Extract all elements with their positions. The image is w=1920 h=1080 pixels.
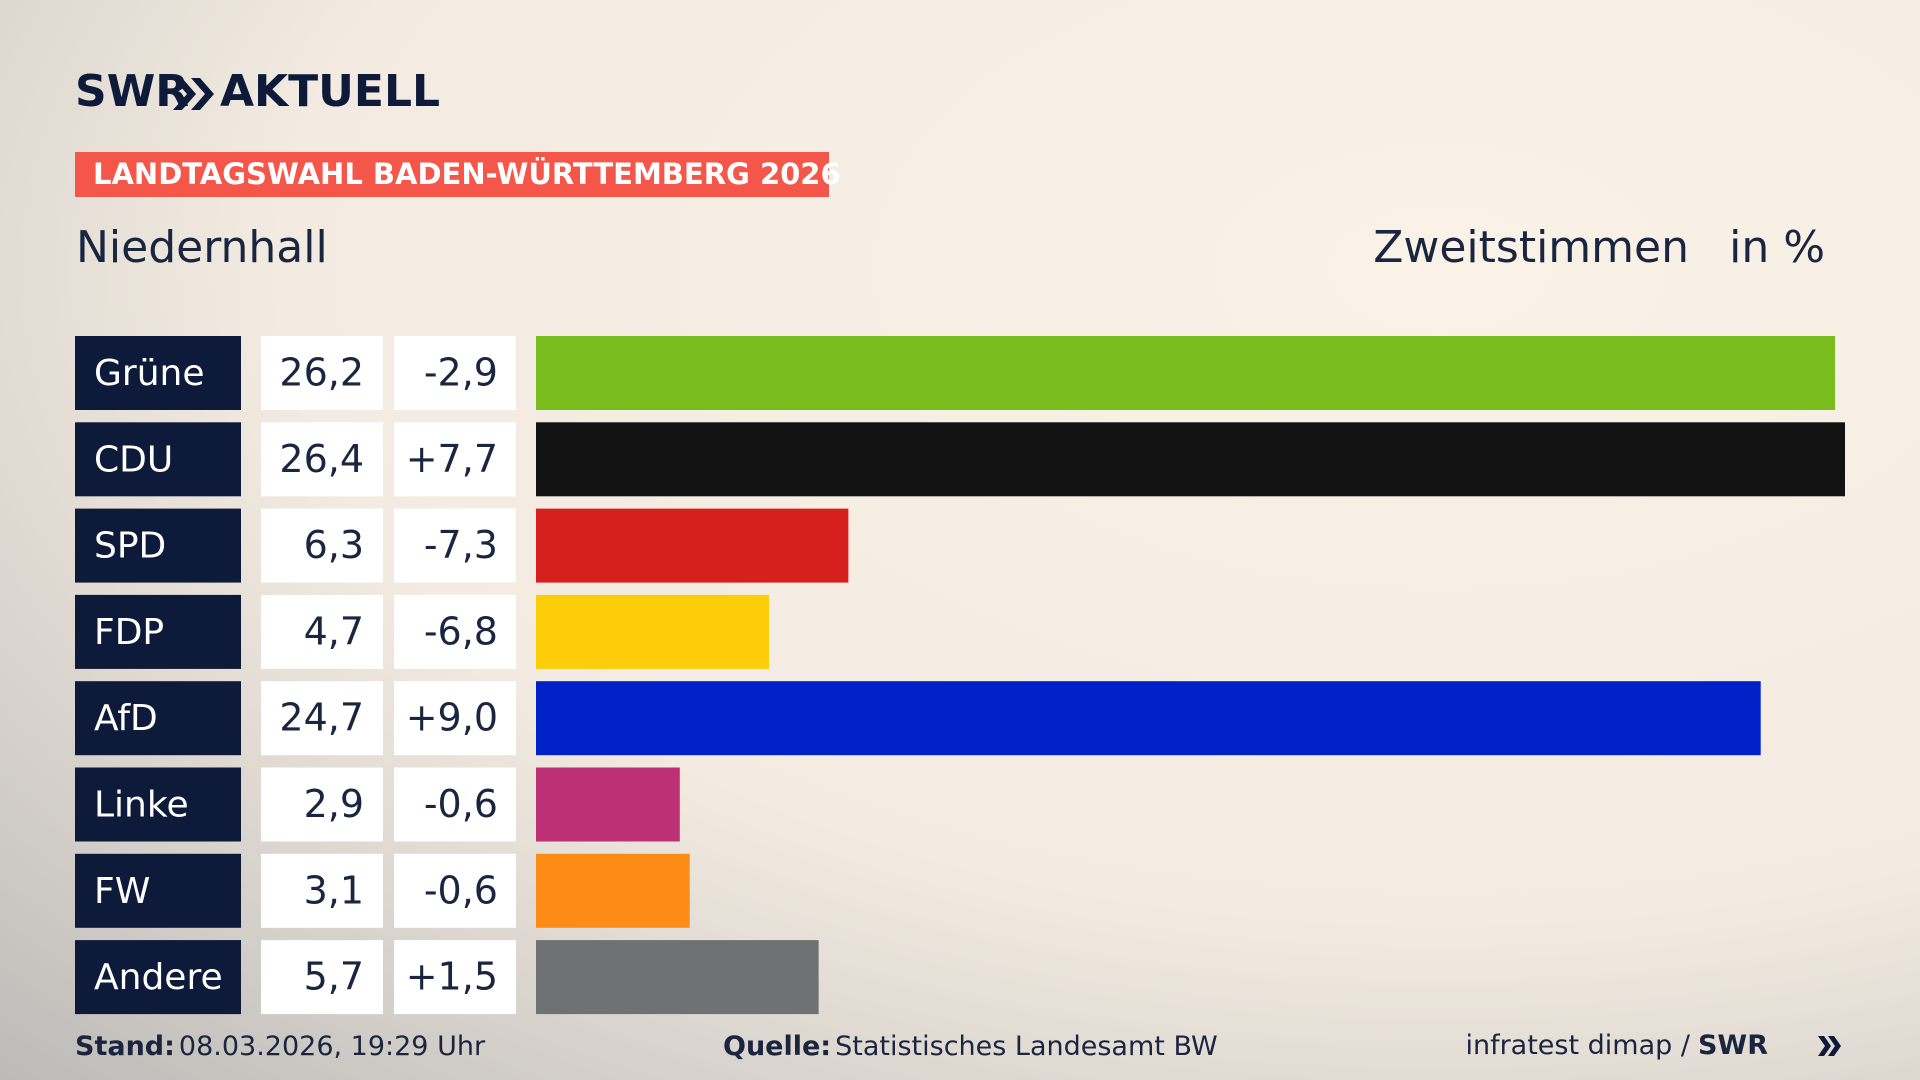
change-box — [394, 508, 516, 583]
chart-subtitle: Zweitstimmen — [1373, 222, 1689, 273]
change-label: -0,6 — [424, 868, 498, 912]
change-label: -7,3 — [424, 523, 498, 567]
value-label: 26,4 — [279, 437, 364, 481]
party-box — [75, 681, 241, 756]
source-label: Quelle: — [723, 1031, 831, 1062]
change-label: +7,7 — [406, 437, 498, 481]
banner: LANDTAGSWAHL BADEN-WÜRTTEMBERG 2026 — [93, 157, 841, 191]
change-box — [394, 336, 516, 410]
value-label: 3,1 — [304, 868, 364, 912]
value-label: 2,9 — [304, 782, 364, 826]
credit-brand: SWR — [1698, 1030, 1768, 1061]
party-box — [75, 508, 241, 583]
value-label: 4,7 — [304, 609, 364, 653]
party-label: AfD — [94, 698, 158, 739]
change-box — [394, 681, 516, 756]
party-label: FDP — [94, 612, 164, 653]
brand-suffix: AKTUELL — [220, 66, 440, 117]
date: 08.03.2026, 19:29 Uhr — [179, 1031, 486, 1062]
value-box — [261, 940, 383, 1015]
bar — [536, 681, 1761, 756]
value-label: 24,7 — [279, 696, 364, 740]
change-label: +1,5 — [406, 955, 498, 999]
change-label: -2,9 — [424, 351, 498, 395]
bar — [536, 508, 849, 583]
change-label: -0,6 — [424, 782, 498, 826]
footer-credit: infratest dimap / SWR — [1465, 1030, 1768, 1061]
bar — [536, 940, 819, 1015]
party-box — [75, 940, 241, 1015]
change-box — [394, 767, 516, 842]
value-label: 6,3 — [304, 523, 364, 567]
credit: infratest dimap / — [1465, 1030, 1690, 1061]
party-box — [75, 767, 241, 842]
party-label: SPD — [94, 526, 166, 567]
footer-date: Stand: 08.03.2026, 19:29 Uhr — [75, 1031, 486, 1062]
party-label: Linke — [94, 785, 189, 826]
change-box — [394, 940, 516, 1015]
change-label: -6,8 — [424, 609, 498, 653]
credit-arrows — [1818, 1036, 1841, 1056]
party-box — [75, 336, 241, 410]
bar — [536, 422, 1845, 497]
bar — [536, 594, 770, 669]
party-label: Andere — [94, 957, 223, 998]
value-box — [261, 681, 383, 756]
bar — [536, 336, 1836, 410]
change-box — [394, 422, 516, 497]
bar — [536, 767, 680, 842]
value-label: 5,7 — [304, 955, 364, 999]
change-box — [394, 594, 516, 669]
footer-source: Quelle: Statistisches Landesamt BW — [723, 1031, 1218, 1062]
party-box — [75, 594, 241, 669]
party-label: CDU — [94, 439, 173, 480]
change-box — [394, 853, 516, 928]
brand-arrows — [173, 78, 214, 110]
party-box — [75, 853, 241, 928]
brand: SWR — [75, 66, 189, 117]
date-label: Stand: — [75, 1031, 175, 1062]
banner-bg — [75, 152, 829, 197]
party-box — [75, 422, 241, 497]
unit: in % — [1729, 222, 1825, 273]
value-box — [261, 422, 383, 497]
value-box — [261, 508, 383, 583]
value-box — [261, 336, 383, 410]
bar — [536, 853, 690, 928]
value-box — [261, 767, 383, 842]
source: Statistisches Landesamt BW — [835, 1031, 1218, 1062]
party-label: FW — [94, 871, 150, 912]
chart-title: Niedernhall — [76, 222, 328, 273]
value-box — [261, 594, 383, 669]
value-box — [261, 853, 383, 928]
value-label: 26,2 — [279, 351, 364, 395]
party-label: Grüne — [94, 353, 204, 394]
change-label: +9,0 — [406, 696, 498, 740]
